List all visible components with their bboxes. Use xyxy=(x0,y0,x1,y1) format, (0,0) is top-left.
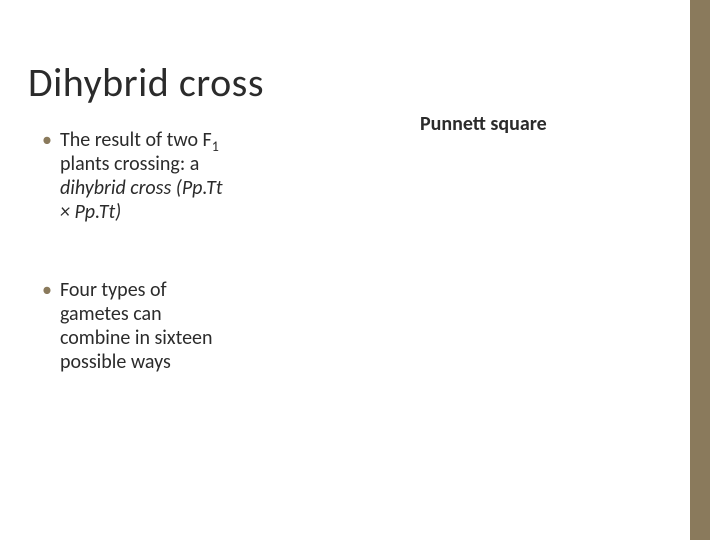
slide: Dihybrid cross • The result of two F1 pl… xyxy=(0,0,720,540)
bullet-segment-plain: The result of two F xyxy=(60,128,212,152)
bullet-icon: • xyxy=(42,128,52,152)
bullet-segment-italic: dihybrid cross (Pp.Tt × Pp.Tt) xyxy=(60,176,223,224)
bullet-segment-plain: Four types of gametes can combine in six… xyxy=(60,278,213,374)
bullet-text: The result of two F1 plants crossing: a … xyxy=(60,128,232,224)
bullet-icon: • xyxy=(42,278,52,302)
list-item: • The result of two F1 plants crossing: … xyxy=(42,128,232,224)
bullet-text: Four types of gametes can combine in six… xyxy=(60,278,232,374)
list-item: • Four types of gametes can combine in s… xyxy=(42,278,232,374)
punnett-square-label: Punnett square xyxy=(420,112,547,136)
slide-title: Dihybrid cross xyxy=(28,58,264,107)
bullet-list: • The result of two F1 plants crossing: … xyxy=(42,128,232,428)
accent-bar xyxy=(690,0,710,540)
bullet-segment-plain: plants crossing: a xyxy=(60,152,199,176)
bullet-segment-subscript: 1 xyxy=(212,138,219,155)
